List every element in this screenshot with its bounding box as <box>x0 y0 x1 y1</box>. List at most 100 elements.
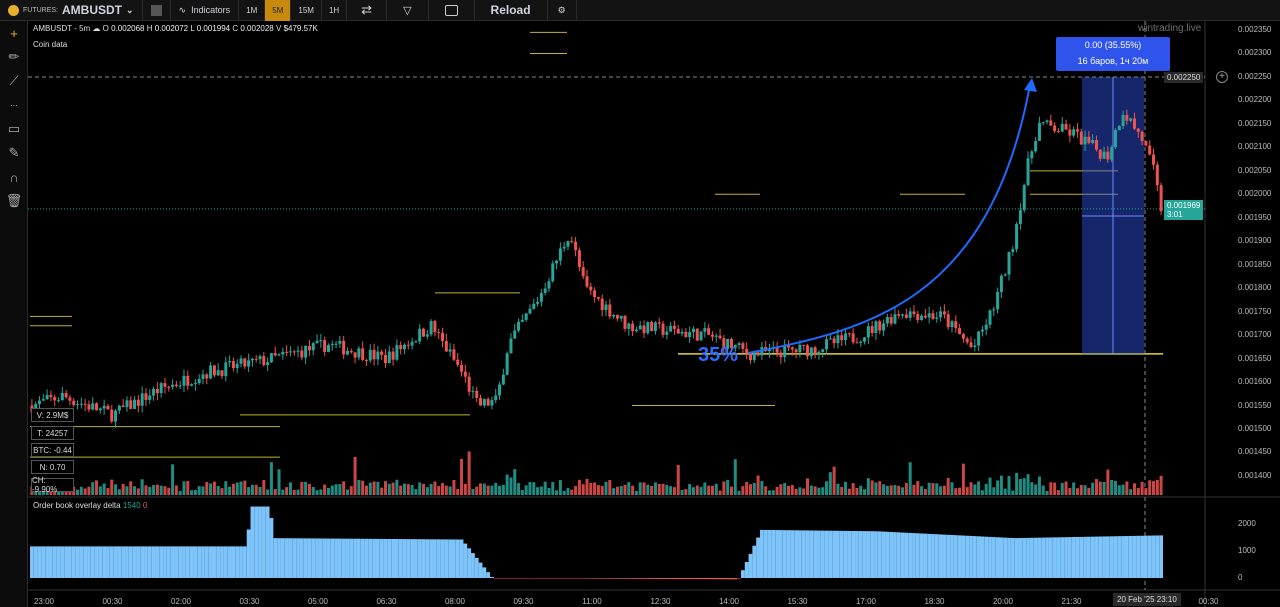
volume-bar <box>342 481 346 495</box>
add-alert-icon[interactable]: + <box>1216 71 1228 83</box>
time-tick: 14:00 <box>718 597 740 606</box>
delta-bar <box>1121 536 1125 578</box>
volume-bar <box>745 481 749 495</box>
rectangle-icon[interactable]: ▭ <box>7 121 21 136</box>
tab-1h[interactable]: 1H <box>322 0 348 21</box>
price-tick: 0.002050 <box>1238 165 1272 175</box>
color-square-button[interactable] <box>143 0 171 21</box>
delta-bar <box>201 546 205 578</box>
candle-body <box>939 311 943 318</box>
volume-bar <box>224 481 228 495</box>
delta-bar <box>368 538 373 578</box>
settings-gear-icon[interactable]: ⚙ <box>548 0 577 21</box>
o-label: O <box>102 24 109 33</box>
candle-body <box>718 335 722 339</box>
candle-body <box>1144 140 1148 146</box>
volume-bar <box>174 485 178 495</box>
candle-body <box>999 275 1003 293</box>
delta-bar <box>486 572 491 578</box>
candle-body <box>574 241 578 251</box>
delta-bar <box>626 578 631 579</box>
fullscreen-button[interactable] <box>429 0 475 21</box>
fib-icon[interactable]: ⋯ <box>10 100 18 110</box>
candle-body <box>418 328 422 342</box>
volume-bar <box>1117 485 1121 495</box>
delta-bar <box>691 578 696 580</box>
delta-bar <box>531 578 536 579</box>
volume-bar <box>406 484 410 495</box>
volume-bar <box>498 485 502 495</box>
stat-btc-corr: BTC: -0.44 <box>31 443 74 457</box>
volume-bar <box>631 485 635 495</box>
candle-body <box>965 338 969 343</box>
volume-bar <box>163 486 167 495</box>
delta-bar <box>417 539 422 578</box>
candle-body <box>547 281 551 289</box>
delta-bar <box>356 538 361 578</box>
symbol-selector[interactable]: FUTURES: AMBUSDT ⌄ <box>0 0 143 21</box>
volume-bar <box>1110 479 1114 495</box>
volume-bar <box>612 488 616 495</box>
delta-bar <box>394 539 399 578</box>
candle-body <box>277 354 281 356</box>
candle-body <box>87 404 91 410</box>
volume-bar <box>205 482 209 495</box>
candle-body <box>133 399 137 409</box>
volume-bar <box>1075 488 1079 495</box>
volume-bar <box>494 482 498 495</box>
delta-bar <box>353 538 357 578</box>
candle-body <box>1155 164 1159 186</box>
delta-bar <box>246 529 251 578</box>
delta-bar <box>128 546 133 578</box>
volume-bar <box>752 482 756 495</box>
volume-bar <box>387 483 391 495</box>
magnet-icon[interactable]: ∩ <box>9 169 19 185</box>
swap-icon[interactable]: ⇄ <box>347 0 388 21</box>
volume-bar <box>665 484 669 495</box>
delta-bar <box>798 530 802 578</box>
candle-body <box>695 328 699 341</box>
candle-body <box>1068 129 1072 136</box>
candle-body <box>376 351 380 360</box>
candle-body <box>186 375 190 386</box>
indicators-button[interactable]: ∿ Indicators <box>171 0 240 21</box>
price-tick: 0.002300 <box>1238 48 1272 58</box>
delta-bar <box>607 578 612 579</box>
volume-bar <box>840 486 844 495</box>
trash-icon[interactable]: 🗑 <box>5 193 23 208</box>
delta-bar <box>1083 536 1087 578</box>
pencil-icon[interactable]: ✏ <box>8 49 20 64</box>
ruler-icon[interactable]: ✎ <box>8 145 20 160</box>
volume-bar <box>596 485 600 495</box>
trend-line-icon[interactable]: ⟋ <box>9 73 19 88</box>
tab-5m[interactable]: 5M <box>265 0 292 21</box>
delta-bar <box>71 546 76 578</box>
delta-bar <box>805 530 810 578</box>
candle-body <box>984 324 988 330</box>
candle-body <box>756 352 760 356</box>
volume-bar <box>722 481 726 495</box>
crosshair-icon[interactable]: + <box>10 25 18 41</box>
delta-bar <box>1124 536 1129 578</box>
candle-body <box>391 351 395 360</box>
delta-bar <box>391 538 395 578</box>
delta-bar <box>37 546 42 578</box>
delta-bar <box>1109 536 1114 578</box>
candle-body <box>950 321 954 328</box>
volume-bar <box>357 479 361 495</box>
tab-15m[interactable]: 15M <box>291 0 322 21</box>
reload-button[interactable]: Reload <box>475 0 548 21</box>
volume-bar <box>1034 484 1038 495</box>
volume-bar <box>1026 474 1030 495</box>
candle-body <box>220 370 224 377</box>
tab-1m[interactable]: 1M <box>239 0 266 21</box>
candle-body <box>239 358 243 364</box>
legend-title: AMBUSDT - 5m <box>33 24 91 33</box>
candle-body <box>1106 151 1110 160</box>
coin-data-link[interactable]: Coin data <box>33 40 68 49</box>
candle-body <box>307 345 311 351</box>
filter-icon[interactable]: ▽ <box>387 0 429 21</box>
delta-bar <box>182 546 186 578</box>
candle-body <box>954 321 958 329</box>
